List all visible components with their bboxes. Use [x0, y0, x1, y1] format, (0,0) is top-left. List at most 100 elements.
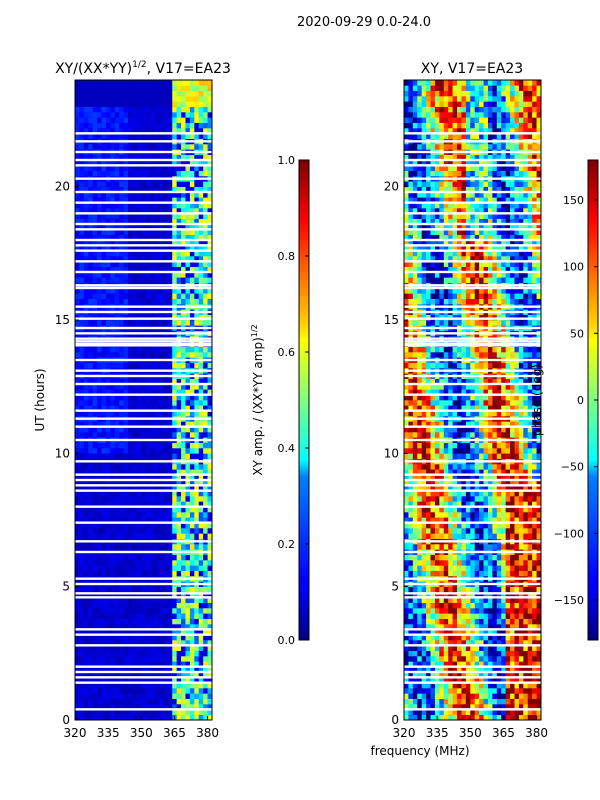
amp-heatmap-cell: [176, 90, 182, 97]
phase-heatmap-cell: [421, 613, 427, 619]
amp-heatmap-cell: [181, 266, 186, 273]
amp-heatmap-cell: [128, 245, 133, 251]
phase-heatmap-cell: [452, 698, 458, 705]
amp-heatmap-cell: [176, 485, 182, 491]
phase-heatmap-cell: [496, 661, 502, 667]
amp-heatmap-cell: [92, 117, 98, 123]
phase-heatmap-cell: [505, 522, 511, 529]
amp-heatmap-cell: [88, 608, 93, 614]
amp-heatmap-cell: [136, 106, 142, 113]
phase-heatmap-cell: [479, 629, 484, 635]
amp-heatmap-cell: [198, 256, 204, 262]
amp-heatmap-cell: [101, 234, 107, 241]
phase-heatmap-cell: [408, 693, 414, 699]
phase-heatmap-cell: [461, 554, 467, 561]
amp-heatmap-cell: [189, 448, 195, 454]
amp-heatmap-cell: [154, 634, 160, 641]
amp-heatmap-cell: [128, 400, 133, 406]
amp-heatmap-cell: [207, 362, 213, 369]
amp-heatmap-cell: [154, 517, 160, 523]
amp-heatmap-cell: [123, 432, 129, 438]
amp-heatmap-cell: [172, 432, 177, 438]
phase-heatmap-cell: [430, 714, 436, 721]
amp-heatmap-cell: [101, 688, 107, 694]
phase-heatmap-cell: [426, 597, 431, 603]
phase-heatmap-cell: [430, 634, 436, 641]
amp-heatmap-cell: [128, 394, 133, 401]
amp-heatmap-cell: [185, 533, 191, 539]
amp-heatmap-cell: [110, 645, 116, 651]
amp-heatmap-cell: [176, 389, 182, 395]
amp-heatmap-cell: [114, 192, 120, 198]
amp-heatmap-cell: [75, 592, 80, 598]
amp-heatmap-cell: [154, 288, 160, 294]
amp-heatmap-cell: [141, 144, 147, 150]
phase-heatmap-cell: [501, 688, 506, 694]
amp-heatmap-cell: [181, 229, 186, 235]
phase-heatmap-cell: [523, 570, 529, 577]
phase-heatmap-cell: [421, 698, 427, 705]
amp-heatmap-cell: [198, 165, 204, 171]
amp-heatmap-cell: [136, 618, 142, 625]
phase-heatmap-cell: [474, 650, 480, 657]
amp-heatmap-cell: [185, 618, 191, 625]
phase-heatmap-cell: [532, 629, 537, 635]
amp-heatmap-cell: [79, 608, 85, 614]
amp-heatmap-cell: [97, 618, 102, 625]
amp-heatmap-cell: [150, 405, 155, 411]
amp-heatmap-cell: [145, 181, 151, 187]
amp-heatmap-cell: [132, 218, 138, 225]
amp-heatmap-cell: [163, 640, 169, 646]
amp-heatmap-cell: [150, 709, 155, 715]
amp-flagged-row: [75, 417, 212, 420]
phase-heatmap-cell: [474, 709, 480, 715]
amp-heatmap-cell: [97, 608, 102, 614]
amp-heatmap-cell: [145, 464, 151, 470]
amp-heatmap-cell: [75, 453, 80, 459]
amp-heatmap-cell: [92, 256, 98, 262]
phase-heatmap-cell: [474, 698, 480, 705]
amp-heatmap-cell: [198, 480, 204, 486]
amp-heatmap-cell: [189, 197, 195, 203]
amp-heatmap-cell: [110, 714, 116, 721]
phase-heatmap-cell: [404, 709, 409, 715]
phase-heatmap-cell: [426, 533, 431, 539]
amp-flagged-row: [75, 425, 212, 428]
phase-heatmap-cell: [470, 682, 476, 689]
amp-heatmap-cell: [189, 106, 195, 113]
amp-heatmap-cell: [203, 656, 208, 662]
amp-heatmap-cell: [97, 293, 102, 299]
amp-heatmap-cell: [194, 117, 200, 123]
amp-heatmap-cell: [123, 565, 129, 571]
phase-heatmap-cell: [518, 688, 524, 694]
phase-heatmap-cell: [536, 661, 542, 667]
amp-heatmap-cell: [150, 218, 155, 225]
amp-heatmap-cell: [105, 602, 111, 609]
amp-heatmap-cell: [119, 378, 124, 385]
amp-heatmap-cell: [105, 245, 111, 251]
amp-heatmap-cell: [207, 165, 213, 171]
amp-heatmap-cell: [105, 410, 111, 417]
amp-flagged-row: [75, 337, 212, 340]
amp-heatmap-cell: [141, 208, 147, 214]
amp-heatmap-cell: [158, 485, 164, 491]
amp-heatmap-cell: [150, 544, 155, 550]
amp-heatmap-cell: [141, 533, 147, 539]
phase-heatmap-cell: [457, 629, 462, 635]
amp-heatmap-cell: [181, 234, 186, 241]
amp-heatmap-cell: [203, 469, 208, 475]
amp-heatmap-cell: [110, 213, 116, 219]
phase-heatmap-cell: [514, 634, 520, 641]
amp-heatmap-cell: [88, 261, 93, 267]
amp-heatmap-cell: [79, 208, 85, 214]
amp-flagged-row: [75, 326, 212, 330]
amp-heatmap-cell: [194, 512, 200, 518]
amp-heatmap-cell: [119, 640, 124, 646]
amp-heatmap-cell: [128, 186, 133, 193]
phase-heatmap-cell: [505, 650, 511, 657]
amp-heatmap-cell: [198, 650, 204, 657]
phase-heatmap-cell: [527, 714, 533, 721]
amp-heatmap-cell: [110, 613, 116, 619]
phase-heatmap-cell: [479, 528, 484, 534]
amp-heatmap-cell: [128, 96, 133, 102]
